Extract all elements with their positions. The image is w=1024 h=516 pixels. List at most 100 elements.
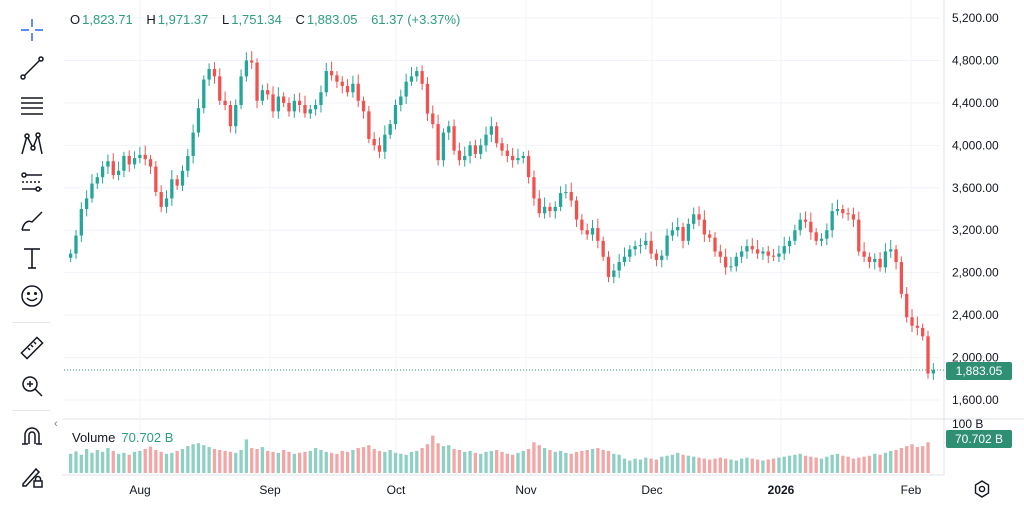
volume-bar [532,442,536,473]
volume-bar [761,460,765,473]
candle-body [324,71,328,93]
candle-body [580,219,584,231]
zoom-in-tool[interactable] [12,368,52,404]
volume-bar [84,449,89,473]
volume-bar [558,450,563,473]
pattern-tool[interactable] [12,126,52,162]
volume-bar [223,450,227,473]
lock-drawing-icon [22,467,43,488]
volume-bar [266,450,270,473]
volume-bar [345,451,350,473]
high-value: 1,971.37 [157,12,209,27]
candle-body [308,109,312,114]
volume-bar [218,449,222,473]
chart-grid [60,0,1024,476]
volume-label: Volume [72,430,116,445]
magnet-tool[interactable] [12,418,52,454]
fib-retracement-tool[interactable] [12,88,52,124]
price-tick-label: 4,000.00 [952,138,999,152]
volume-bar [883,452,888,473]
volume-bar [713,458,717,473]
measure-tool[interactable] [12,330,52,366]
candle-body [761,251,765,254]
candle-body [702,219,707,235]
volume-bar [495,449,499,473]
last-price-badge: 1,883.05 [946,362,1012,380]
emoji-tool[interactable] [12,278,52,314]
prediction-tool[interactable] [12,164,52,200]
pattern-icon [21,132,43,155]
volume-bar [787,455,792,473]
brush-tool[interactable] [12,202,52,238]
volume-bar [553,451,557,473]
volume-bar [596,448,600,473]
candle-body [393,105,398,125]
high-label: H [146,12,156,27]
volume-bar [415,450,419,473]
candle-body [260,90,265,101]
candle-body [841,209,845,214]
volume-bar [692,456,696,473]
candle-body [170,179,174,199]
volume-bar [654,459,659,473]
candle-body [883,251,888,268]
volume-bar [862,456,866,473]
candle-body [420,71,424,84]
candle-body [441,132,446,161]
candle-body [750,246,754,250]
volume-bar [95,449,99,473]
candle-body [292,100,296,112]
volume-bar [90,452,94,473]
text-tool[interactable] [12,240,52,276]
gear-icon [974,480,990,498]
candle-body [708,234,712,238]
candle-body [782,246,786,254]
volume-bar [196,443,201,473]
price-tick-label: 2,800.00 [952,266,999,280]
candle-body [905,293,909,318]
crosshair-icon [21,19,43,41]
volume-bar [282,449,286,473]
trend-line-tool[interactable] [12,50,52,86]
candle-body [79,209,83,236]
low-value: 1,751.34 [231,12,282,27]
price-tick-label: 3,200.00 [952,223,999,237]
volume-bar [260,447,265,473]
candle-body [729,266,733,268]
volume-bar [670,454,675,473]
candle-body [202,79,206,109]
volume-bar [899,448,904,473]
volume-bar [127,454,131,473]
volume-bar [809,456,813,473]
candle-body [878,258,882,268]
candle-body [415,71,419,77]
candle-body [319,92,323,106]
volume-legend[interactable]: Volume 70.702 B [72,430,173,445]
candle-body [196,108,201,133]
candle-body [111,161,115,176]
crosshair-tool[interactable] [12,12,52,48]
volume-bar [729,459,733,473]
candle-body [457,150,462,161]
volume-bar [718,457,722,473]
volume-bar [622,458,627,473]
volume-bar [590,449,595,473]
chart-settings-button[interactable] [972,479,992,499]
candle-body [867,256,872,263]
candle-body [638,245,643,247]
time-tick-label: 2026 [768,483,795,497]
volume-bar [617,454,621,473]
volume-bar [287,451,291,473]
candle-body [255,62,259,101]
volume-bar [234,452,238,473]
collapse-pane-button[interactable]: ‹ [54,418,58,430]
candle-body [463,155,467,161]
candle-body [734,256,738,267]
time-tick-label: Sep [259,483,281,497]
lock-drawings-tool[interactable] [12,458,52,494]
volume-bar [915,447,920,473]
volume-bar [708,459,712,473]
candle-body [180,170,185,186]
candle-body [367,111,371,139]
